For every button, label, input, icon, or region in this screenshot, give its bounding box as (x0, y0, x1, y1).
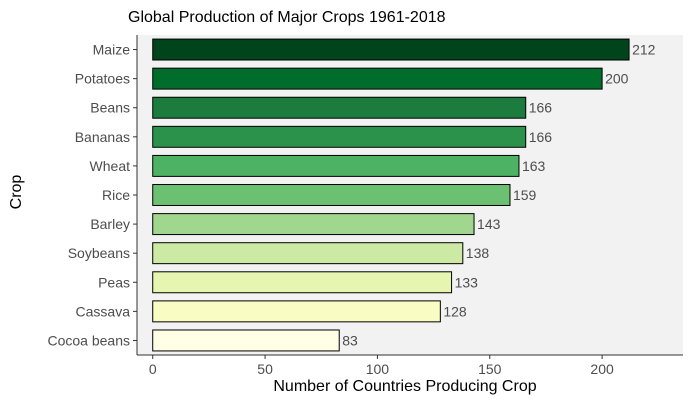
data-label: 128 (443, 303, 467, 319)
bar-potatoes (152, 67, 603, 90)
y-tick-label: Maize (93, 42, 131, 58)
y-tick-label: Barley (90, 216, 130, 232)
y-tick-label: Soybeans (68, 245, 130, 261)
chart-title: Global Production of Major Crops 1961-20… (128, 9, 446, 26)
bar-cocoa-beans (152, 329, 340, 352)
y-tick-label: Bananas (75, 129, 130, 145)
x-tick-label: 0 (149, 361, 157, 377)
data-label: 163 (522, 158, 546, 174)
x-axis: 0 50 100 150 200 (137, 354, 683, 377)
data-label: 159 (513, 187, 537, 203)
y-axis: Maize Potatoes Beans Bananas Wheat Rice Barley… (47, 35, 138, 355)
data-label: 143 (477, 216, 501, 232)
bars-group (152, 38, 630, 352)
data-label: 166 (529, 129, 553, 145)
bar-bananas (152, 125, 527, 148)
y-tick-label: Cassava (76, 303, 131, 319)
data-label: 212 (632, 42, 656, 58)
data-label: 83 (342, 332, 358, 348)
x-tick-label: 200 (590, 361, 614, 377)
bar-rice (152, 184, 511, 206)
bar-cassava (152, 300, 441, 323)
x-tick-label: 100 (366, 361, 390, 377)
data-label: 166 (529, 100, 553, 116)
y-axis-title: Crop (8, 175, 25, 210)
y-tick-label: Peas (98, 274, 130, 290)
data-label: 138 (466, 245, 490, 261)
data-label: 133 (455, 274, 479, 290)
y-tick-label: Cocoa beans (47, 332, 130, 348)
y-tick-label: Potatoes (75, 71, 130, 87)
x-axis-title: Number of Countries Producing Crop (273, 378, 536, 395)
bar-soybeans (152, 242, 464, 265)
bar-barley (152, 213, 475, 236)
y-tick-label: Beans (90, 100, 130, 116)
data-label: 200 (605, 71, 629, 87)
bar-beans (152, 96, 527, 119)
y-tick-label: Wheat (90, 158, 131, 174)
y-tick-label: Rice (102, 187, 130, 203)
bar-wheat (152, 154, 520, 177)
x-tick-label: 150 (478, 361, 502, 377)
bar-maize (152, 38, 630, 61)
bar-peas (152, 271, 453, 294)
x-tick-label: 50 (257, 361, 273, 377)
